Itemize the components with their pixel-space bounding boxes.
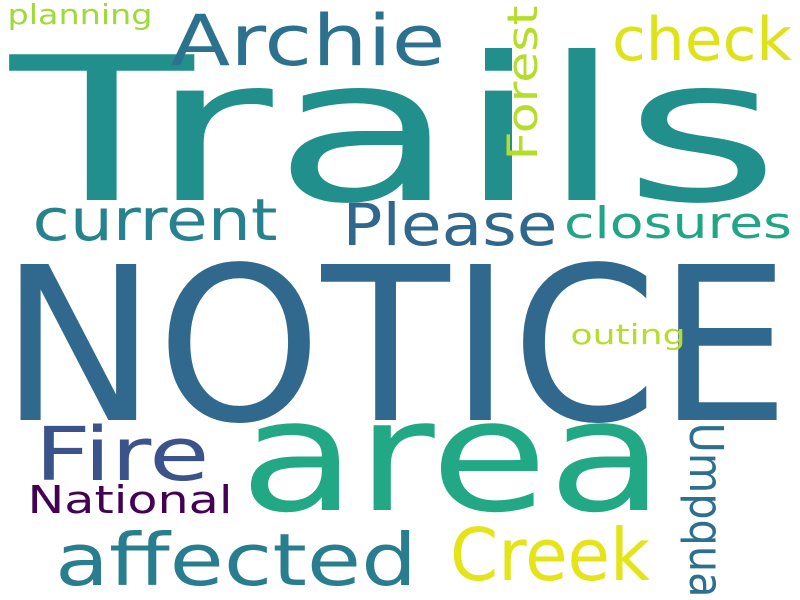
word-please: Please — [343, 191, 558, 259]
word-national: National — [28, 478, 233, 522]
word-fire: Fire — [35, 412, 210, 498]
word-umpqua: Umpqua — [679, 423, 733, 598]
word-check: check — [612, 5, 792, 75]
word-forest: Forest — [498, 6, 547, 161]
word-archie: Archie — [171, 0, 446, 82]
word-trails: Trails — [8, 15, 780, 248]
word-current: current — [33, 186, 278, 254]
word-area: area — [240, 366, 665, 547]
word-closures: closures — [564, 198, 792, 249]
word-planning: planning — [8, 0, 153, 31]
word-notice: NOTICE — [0, 222, 790, 471]
word-outing: outing — [571, 318, 686, 351]
word-creek: Creek — [450, 513, 650, 597]
word-affected: affected — [55, 518, 417, 600]
